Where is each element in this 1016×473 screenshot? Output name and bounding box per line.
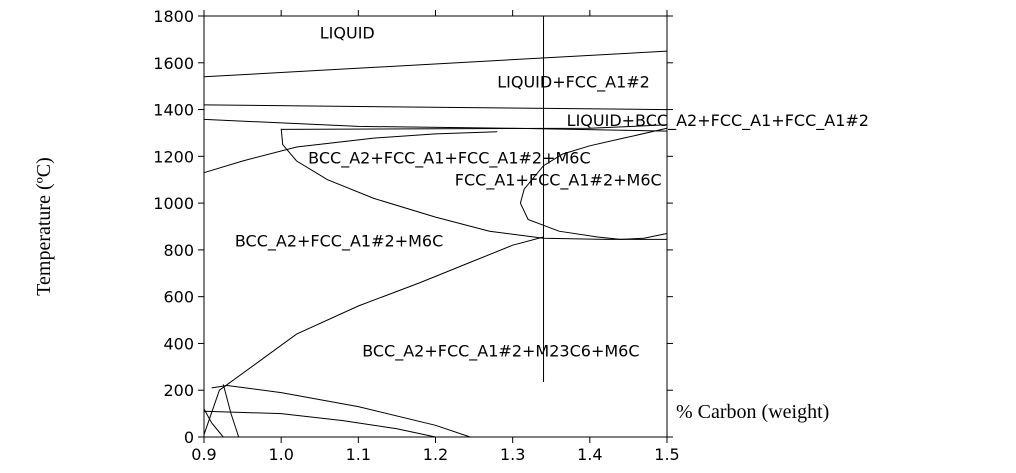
x-tick-label: 1.3 [500,445,525,464]
phase-region-labels: LIQUID LIQUID+FCC_A1#2 LIQUID+BCC_A2+FCC_A… [235,23,869,361]
phase-boundary-7 [519,127,668,240]
region-label-5: FCC_A1+FCC_A1#2+M6C [455,171,662,191]
region-label-3: LIQUID+BCC_A2+FCC_A1+FCC_A1#2 [567,111,869,131]
x-tick-label: 1.2 [423,445,448,464]
phase-boundary-5 [203,131,498,174]
phase-boundary-6 [280,128,667,240]
y-tick-label: 0 [184,428,194,447]
region-label-7: BCC_A2+FCC_A1#2+M23C6+M6C [362,341,639,361]
x-tick-label: 1.4 [577,445,602,464]
region-label-1: LIQUID [320,23,375,42]
axis-ticks [198,10,673,443]
phase-boundary-1 [203,50,668,78]
phase-boundary-10 [211,384,471,438]
x-tick-label: 0.9 [191,445,216,464]
x-axis-title: % Carbon (weight) [676,401,829,423]
y-tick-label: 800 [163,241,194,260]
y-tick-label: 1000 [153,194,194,213]
axis-tick-labels: 0 200 400 600 800 1000 1200 1400 1600 1800 0.9 1.0 1… [153,7,679,464]
y-tick-label: 600 [163,288,194,307]
phase-boundary-3 [203,118,668,132]
phase-boundary-4 [281,124,668,130]
y-tick-label: 400 [163,334,194,353]
x-tick-label: 1.0 [268,445,293,464]
y-tick-label: 200 [163,381,194,400]
phase-boundary-8 [203,236,544,435]
phase-boundary-9 [203,410,436,438]
phase-boundary-12 [222,384,240,438]
phase-boundary-2 [203,104,668,111]
phase-boundary-curves [203,50,668,438]
y-tick-label: 1600 [153,54,194,73]
x-tick-label: 1.5 [654,445,679,464]
y-axis-title: Temperature (ºC) [33,157,55,296]
y-tick-label: 1400 [153,101,194,120]
region-label-4: BCC_A2+FCC_A1+FCC_A1#2+M6C [308,149,590,169]
composition-marker-lines [543,16,668,382]
x-tick-label: 1.1 [346,445,371,464]
y-tick-label: 1200 [153,147,194,166]
region-label-2: LIQUID+FCC_A1#2 [497,72,650,92]
y-tick-label: 1800 [153,7,194,26]
region-label-6: BCC_A2+FCC_A1#2+M6C [235,232,443,252]
phase-boundary-11 [203,408,224,438]
